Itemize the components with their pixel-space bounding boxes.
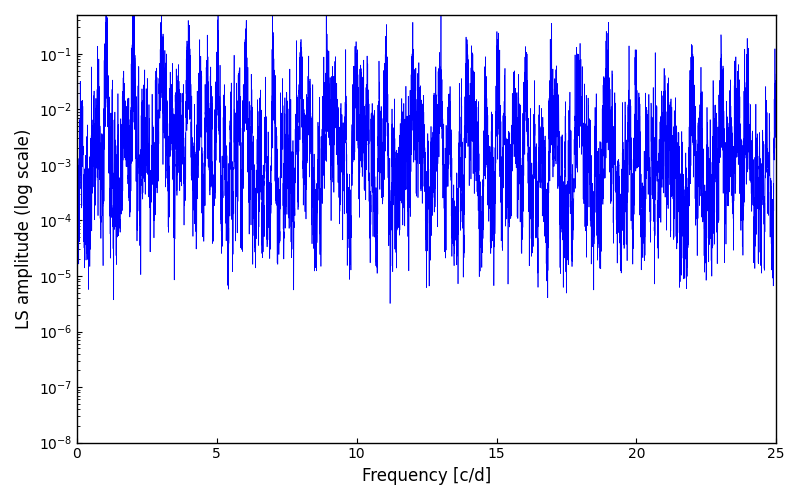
X-axis label: Frequency [c/d]: Frequency [c/d]: [362, 467, 491, 485]
Y-axis label: LS amplitude (log scale): LS amplitude (log scale): [15, 128, 33, 329]
